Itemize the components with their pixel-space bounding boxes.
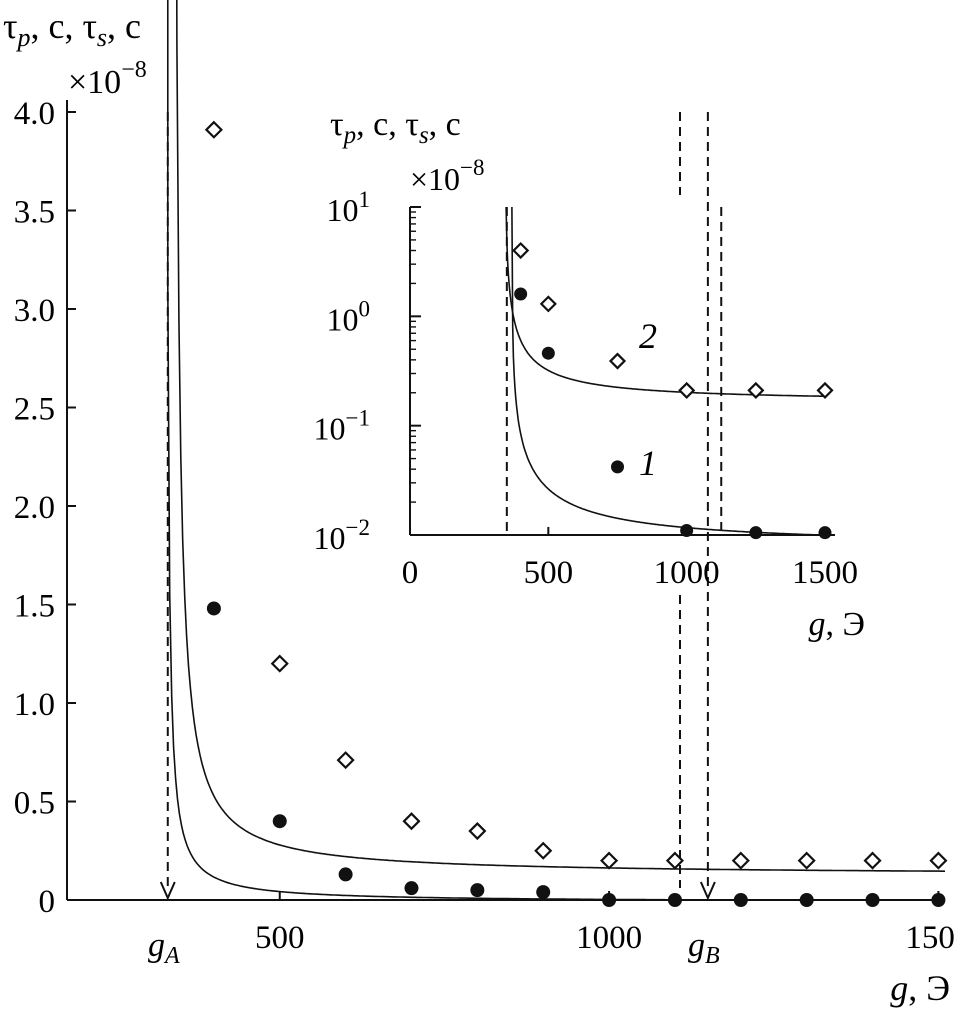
main-y-tick-label: 0 bbox=[39, 884, 56, 920]
inset-point-diamond bbox=[747, 381, 765, 399]
inset-series-label: 1 bbox=[639, 443, 657, 483]
inset-point-diamond bbox=[678, 381, 696, 399]
main-y-multiplier: ×10−8 bbox=[68, 57, 147, 101]
main-chart-marks: 00.51.01.52.02.53.03.54.050010001500gAgB bbox=[14, 0, 954, 969]
main-x-axis-label: g, Э bbox=[890, 968, 950, 1008]
main-point-filled bbox=[733, 893, 748, 907]
inset-y-axis-label: τp, с, τs, с bbox=[330, 106, 461, 149]
inset-chart: 101 100 10−1 10−2 0 500 1000 1500 1 2 τp, с, τs, … bbox=[314, 106, 865, 888]
main-x-tick-label: 1500 bbox=[905, 920, 954, 956]
main-point-diamond bbox=[797, 851, 816, 870]
inset-x-tick-label: 1500 bbox=[792, 555, 858, 591]
main-point-diamond bbox=[600, 851, 619, 870]
main-marker-arrowhead bbox=[699, 881, 716, 901]
inset-x-tick-label: 1000 bbox=[654, 555, 720, 591]
main-marker-arrowhead bbox=[159, 881, 176, 901]
inset-fit-curve bbox=[511, 206, 826, 536]
inset-chart-marks: 101 100 10−1 10−2 0 500 1000 1500 1 2 bbox=[314, 112, 858, 888]
main-x-tick-label: 1000 bbox=[576, 920, 642, 956]
inset-point-diamond bbox=[512, 241, 530, 260]
inset-y-multiplier: ×10−8 bbox=[410, 155, 485, 197]
main-y-axis-label: τp, с, τs, с bbox=[3, 6, 141, 52]
main-fit-curve bbox=[166, 0, 945, 901]
main-fit-curve bbox=[175, 0, 945, 872]
main-point-filled bbox=[799, 893, 814, 907]
inset-fit-curve bbox=[505, 206, 826, 398]
main-y-tick-label: 4.0 bbox=[14, 96, 55, 132]
main-point-filled bbox=[206, 601, 221, 616]
inset-point-filled bbox=[680, 523, 694, 537]
inset-x-axis-label: g, Э bbox=[809, 606, 865, 643]
main-y-tick-label: 3.5 bbox=[14, 195, 55, 231]
main-y-tick-label: 3.0 bbox=[14, 293, 55, 329]
inset-y-tick-label: 101 bbox=[327, 187, 371, 228]
inset-series-label: 2 bbox=[639, 316, 657, 356]
main-point-diamond bbox=[731, 851, 750, 870]
main-y-tick-label: 2.5 bbox=[14, 392, 55, 428]
inset-y-tick-label: 10−1 bbox=[314, 406, 370, 447]
main-point-filled bbox=[931, 893, 946, 907]
main-x-tick-label: 500 bbox=[255, 920, 305, 956]
main-point-diamond bbox=[929, 851, 948, 870]
main-marker-label: gA bbox=[148, 927, 180, 969]
main-point-filled bbox=[404, 881, 419, 896]
main-point-filled bbox=[338, 867, 353, 882]
inset-y-tick-label: 10−2 bbox=[314, 515, 370, 556]
inset-point-diamond bbox=[608, 352, 627, 370]
main-point-filled bbox=[272, 814, 287, 829]
main-point-diamond bbox=[534, 841, 553, 860]
inset-point-filled bbox=[514, 287, 528, 301]
main-point-filled bbox=[865, 893, 880, 907]
main-point-diamond bbox=[204, 120, 223, 139]
main-point-filled bbox=[470, 883, 485, 898]
inset-point-filled bbox=[541, 346, 555, 360]
main-point-filled bbox=[667, 893, 682, 907]
inset-point-diamond bbox=[539, 295, 557, 313]
main-y-tick-label: 1.5 bbox=[14, 589, 55, 625]
main-marker-label: gB bbox=[688, 927, 720, 969]
inset-point-diamond bbox=[816, 381, 834, 399]
main-point-diamond bbox=[468, 821, 487, 841]
main-point-diamond bbox=[863, 851, 882, 870]
main-point-diamond bbox=[402, 812, 421, 831]
inset-point-filled bbox=[611, 460, 624, 474]
inset-x-tick-label: 0 bbox=[402, 555, 419, 591]
inset-point-filled bbox=[818, 526, 832, 540]
main-point-diamond bbox=[336, 751, 355, 770]
inset-y-tick-label: 100 bbox=[327, 296, 371, 337]
main-chart: 00.51.01.52.02.53.03.54.050010001500gAgB… bbox=[3, 0, 954, 1008]
main-point-filled bbox=[602, 893, 617, 907]
main-y-tick-label: 2.0 bbox=[14, 490, 55, 526]
main-y-tick-label: 1.0 bbox=[14, 687, 55, 723]
main-point-diamond bbox=[270, 654, 289, 673]
main-y-tick-label: 0.5 bbox=[14, 786, 55, 822]
main-point-filled bbox=[536, 885, 551, 900]
inset-x-tick-label: 500 bbox=[524, 555, 574, 591]
inset-point-filled bbox=[749, 526, 763, 540]
